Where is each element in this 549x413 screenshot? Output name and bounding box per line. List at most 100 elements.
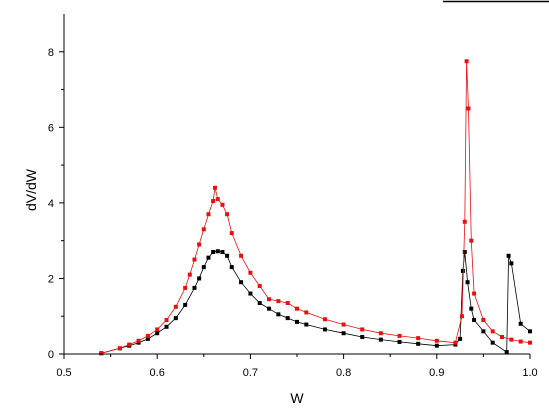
data-point xyxy=(295,306,299,311)
data-point xyxy=(155,327,160,332)
y-tick-label: 6 xyxy=(48,122,54,134)
data-point xyxy=(183,302,188,307)
data-point xyxy=(192,285,197,290)
data-point xyxy=(145,336,150,341)
data-point xyxy=(504,350,509,355)
series-0 xyxy=(99,249,532,356)
data-point xyxy=(434,338,439,343)
data-point xyxy=(201,265,206,270)
data-point xyxy=(322,327,327,332)
data-point xyxy=(304,310,309,315)
series-line xyxy=(101,61,531,354)
data-point xyxy=(229,265,234,270)
data-point xyxy=(215,249,220,254)
x-tick-label: 1.0 xyxy=(522,367,537,379)
data-point xyxy=(276,299,281,304)
data-point xyxy=(267,297,272,302)
data-point xyxy=(239,280,244,285)
data-point xyxy=(481,318,486,322)
data-point xyxy=(465,280,470,285)
data-point xyxy=(225,253,230,258)
data-point xyxy=(220,202,225,207)
data-point xyxy=(490,340,495,345)
data-point xyxy=(212,185,217,190)
data-point xyxy=(459,314,464,319)
data-point xyxy=(518,321,523,326)
data-point xyxy=(257,284,262,288)
data-point xyxy=(285,301,290,305)
data-point xyxy=(360,327,365,332)
data-point xyxy=(187,272,192,277)
data-point xyxy=(466,106,471,111)
data-point xyxy=(481,329,486,334)
data-point xyxy=(397,333,402,338)
data-point xyxy=(211,250,216,254)
data-point xyxy=(528,329,532,334)
data-point xyxy=(173,304,178,309)
data-point xyxy=(155,331,160,336)
y-tick-label: 4 xyxy=(48,198,54,210)
data-point xyxy=(472,318,477,322)
data-point xyxy=(248,291,253,296)
data-point xyxy=(136,338,141,343)
data-point xyxy=(322,317,327,322)
data-point xyxy=(206,255,211,260)
data-point xyxy=(509,261,514,266)
data-point xyxy=(225,212,230,217)
data-point xyxy=(215,197,220,202)
data-point xyxy=(500,335,505,339)
data-point xyxy=(117,346,122,351)
y-tick-label: 8 xyxy=(48,47,54,59)
data-point xyxy=(220,250,225,254)
data-point xyxy=(469,238,474,243)
data-point xyxy=(99,351,104,356)
data-point xyxy=(472,291,477,296)
series-1 xyxy=(99,59,532,356)
data-point xyxy=(248,270,253,275)
data-point xyxy=(164,324,169,329)
data-point xyxy=(462,250,467,254)
data-point xyxy=(528,340,532,345)
x-tick-label: 0.6 xyxy=(150,367,165,379)
data-point xyxy=(416,341,421,346)
data-point xyxy=(211,199,216,203)
data-point xyxy=(206,212,211,217)
x-tick-label: 0.7 xyxy=(243,367,258,379)
y-tick-label: 2 xyxy=(48,273,54,285)
data-point xyxy=(127,342,132,347)
data-point xyxy=(378,331,383,336)
data-point xyxy=(164,318,169,322)
data-point xyxy=(453,340,458,345)
data-point xyxy=(183,285,188,290)
data-point xyxy=(416,336,421,341)
data-point xyxy=(518,339,523,344)
y-axis-title: dV/dW xyxy=(23,168,39,211)
data-point xyxy=(229,231,234,236)
data-point xyxy=(506,253,511,258)
axes xyxy=(63,14,530,355)
data-point xyxy=(201,227,206,232)
data-point xyxy=(295,319,299,324)
data-point xyxy=(341,322,346,327)
data-point xyxy=(460,268,465,273)
data-point xyxy=(469,306,474,311)
data-point xyxy=(197,242,202,247)
x-tick-label: 0.5 xyxy=(56,367,71,379)
plot-area xyxy=(99,59,532,356)
series-line xyxy=(101,250,531,354)
x-ticks: 0.5 0.6 0.7 0.8 0.9 1.0 xyxy=(56,354,538,379)
x-tick-label: 0.8 xyxy=(336,367,351,379)
data-point xyxy=(360,335,365,339)
data-point xyxy=(173,316,178,321)
data-point xyxy=(285,316,290,321)
data-point xyxy=(458,336,463,341)
y-ticks: 0 2 4 6 8 xyxy=(48,47,64,361)
y-tick-label: 0 xyxy=(48,349,54,361)
data-point xyxy=(145,333,150,338)
data-point xyxy=(192,257,197,262)
data-point xyxy=(341,331,346,336)
x-tick-label: 0.9 xyxy=(429,367,444,379)
data-point xyxy=(490,329,495,334)
x-axis-title: W xyxy=(290,390,304,406)
